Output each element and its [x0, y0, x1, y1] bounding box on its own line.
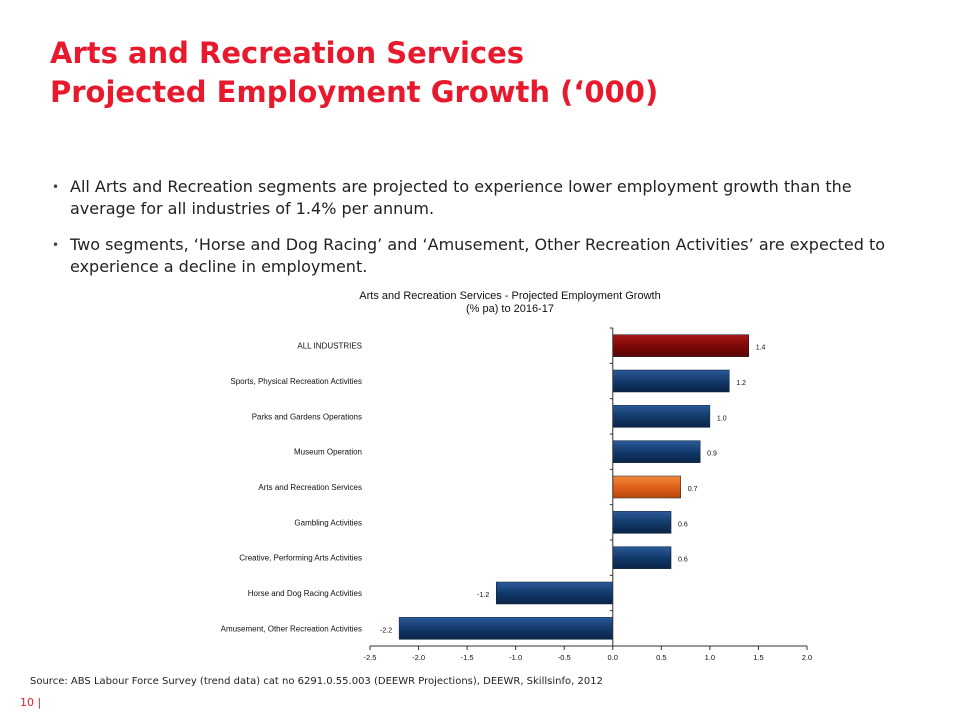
slide-title-line1: Arts and Recreation Services — [50, 36, 525, 70]
bullet-text: All Arts and Recreation segments are pro… — [70, 177, 852, 218]
bar — [612, 511, 672, 534]
category-label: Sports, Physical Recreation Activities — [230, 377, 362, 386]
bar — [398, 617, 614, 640]
bar — [612, 369, 730, 393]
data-label: 1.0 — [717, 415, 727, 422]
bullet-item: • Two segments, ‘Horse and Dog Racing’ a… — [50, 234, 920, 278]
category-label: Creative, Performing Arts Activities — [239, 554, 362, 563]
data-label: 0.6 — [678, 557, 688, 564]
x-tick-label: -1.0 — [509, 653, 522, 662]
x-tick-label: -2.5 — [364, 653, 377, 662]
bullet-marker: • — [52, 238, 60, 252]
chart-plot-area: ALL INDUSTRIES 1.4 Sports, Physical Recrea… — [221, 327, 812, 662]
x-tick-label: 2.0 — [802, 653, 812, 662]
x-tick-label: -1.5 — [461, 653, 474, 662]
data-label: 1.2 — [736, 380, 746, 387]
x-tick-label: 0.0 — [608, 653, 618, 662]
bar — [495, 581, 614, 605]
category-label: ALL INDUSTRIES — [297, 342, 362, 351]
bullet-text: Two segments, ‘Horse and Dog Racing’ and… — [70, 235, 886, 276]
category-label: Horse and Dog Racing Activities — [248, 589, 362, 598]
slide-title: Arts and Recreation Services Projected E… — [50, 34, 658, 112]
data-label: 0.7 — [688, 486, 698, 493]
bar — [612, 334, 749, 357]
bullet-list: • All Arts and Recreation segments are p… — [50, 176, 920, 292]
bar — [612, 440, 701, 463]
bar — [612, 405, 711, 428]
chart-title-line1: Arts and Recreation Services - Projected… — [359, 290, 661, 302]
category-label: Gambling Activities — [294, 518, 362, 527]
x-tick-label: 0.5 — [656, 653, 666, 662]
x-tick-label: -2.0 — [412, 653, 425, 662]
chart-title: Arts and Recreation Services - Projected… — [260, 290, 760, 316]
slide-title-line2: Projected Employment Growth (‘000) — [50, 75, 659, 109]
bar — [612, 475, 682, 499]
category-label: Amusement, Other Recreation Activities — [221, 624, 362, 633]
data-label: 0.6 — [678, 521, 688, 528]
data-label: 0.9 — [707, 451, 717, 458]
bar — [612, 546, 672, 569]
bullet-marker: • — [52, 180, 60, 194]
x-tick-label: 1.5 — [753, 653, 763, 662]
data-label: -1.2 — [477, 592, 489, 599]
bullet-item: • All Arts and Recreation segments are p… — [50, 176, 920, 220]
category-label: Arts and Recreation Services — [258, 483, 362, 492]
source-note: Source: ABS Labour Force Survey (trend d… — [30, 676, 603, 687]
chart-title-line2: (% pa) to 2016-17 — [465, 303, 555, 315]
x-tick-label: 1.0 — [705, 653, 715, 662]
x-tick-label: -0.5 — [558, 653, 571, 662]
page-number: 10 | — [20, 696, 42, 709]
data-label: -2.2 — [380, 627, 392, 634]
category-label: Parks and Gardens Operations — [252, 412, 362, 421]
data-label: 1.4 — [756, 345, 766, 352]
category-label: Museum Operation — [294, 448, 362, 457]
